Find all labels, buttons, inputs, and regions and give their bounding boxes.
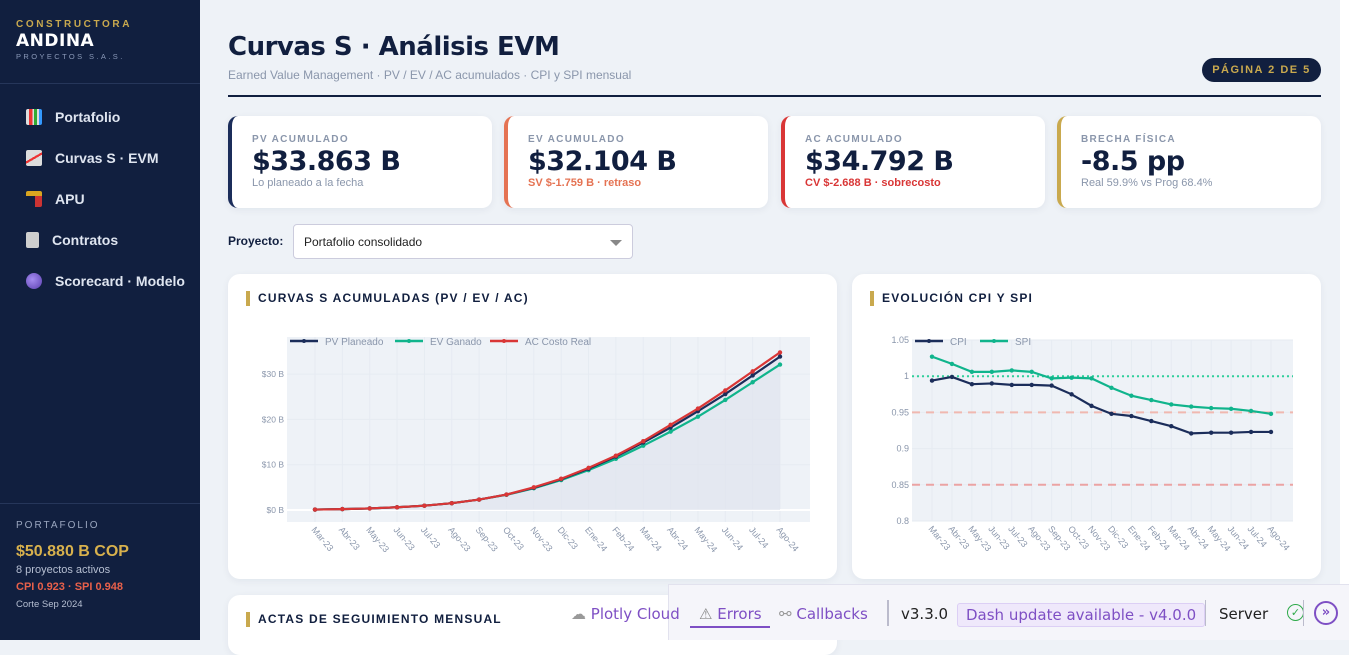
sidebar-item-label: Scorecard · Modelo (55, 272, 185, 289)
portfolio-label: PORTAFOLIO (16, 520, 100, 531)
scurve-title: CURVAS S ACUMULADAS (PV / EV / AC) (246, 291, 529, 306)
brand-sub: PROYECTOS S.A.S. (16, 52, 125, 61)
errors-label: Errors (717, 605, 762, 623)
portfolio-projects: 8 proyectos activos (16, 564, 111, 576)
kpi-value: $32.104 B (528, 146, 677, 177)
project-dropdown[interactable]: Portafolio consolidado (293, 224, 633, 259)
cloud-icon: ☁ (571, 605, 591, 623)
server-ok-icon: ✓ (1287, 604, 1304, 621)
divider (1205, 600, 1206, 626)
callbacks-tab[interactable]: ⚯ Callbacks (779, 605, 868, 623)
brand-name: ANDINA (16, 31, 95, 51)
kpi-card: EV ACUMULADO $32.104 B SV $-1.759 B · retr… (504, 116, 768, 208)
page-subtitle: Earned Value Management · PV / EV / AC a… (228, 68, 632, 82)
sidebar-item-label: Portafolio (55, 108, 121, 125)
kpi-card: BRECHA FÍSICA -8.5 pp Real 59.9% vs Prog 6… (1057, 116, 1321, 208)
kpi-label: AC ACUMULADO (805, 134, 903, 145)
page-badge: PÁGINA 2 DE 5 (1202, 58, 1321, 82)
portfolio-cutoff: Corte Sep 2024 (16, 599, 83, 610)
kpi-label: EV ACUMULADO (528, 134, 625, 145)
warning-icon: ⚠ (699, 605, 718, 623)
bar-chart-icon (26, 108, 42, 125)
update-badge[interactable]: Dash update available - v4.0.0 (957, 603, 1206, 627)
portfolio-value: $50.880 B COP (16, 543, 129, 560)
active-tab-indicator (690, 626, 770, 628)
cpi-spi-title: EVOLUCIÓN CPI Y SPI (870, 291, 1033, 306)
callbacks-label: Callbacks (796, 605, 868, 623)
sidebar-item-portafolio[interactable]: Portafolio (0, 96, 200, 137)
sidebar-item-label: Contratos (52, 231, 119, 248)
sidebar: CONSTRUCTORA ANDINA PROYECTOS S.A.S. Por… (0, 0, 200, 640)
crystal-ball-icon (26, 272, 42, 289)
clipboard-icon (26, 231, 39, 248)
cpi-spi-panel: EVOLUCIÓN CPI Y SPI (852, 274, 1321, 579)
header-divider (228, 95, 1321, 97)
divider (887, 600, 889, 626)
plotly-cloud-label: Plotly Cloud (590, 605, 680, 623)
chart-increasing-icon (26, 149, 42, 166)
sidebar-item-label: Curvas S · EVM (55, 149, 159, 166)
chevron-down-icon[interactable] (610, 240, 622, 246)
kpi-sub: Lo planeado a la fecha (252, 177, 364, 189)
dash-devtools-bar: ☁ Plotly Cloud ⚠ Errors ⚯ Callbacks v3.3… (571, 584, 1349, 640)
brand-top: CONSTRUCTORA (16, 19, 133, 30)
divider (0, 503, 200, 504)
sidebar-item-curvas[interactable]: Curvas S · EVM (0, 137, 200, 178)
kpi-card: AC ACUMULADO $34.792 B CV $-2.688 B · sobr… (781, 116, 1045, 208)
version-label: v3.3.0 (901, 605, 949, 623)
page-title: Curvas S · Análisis EVM (228, 32, 560, 62)
kpi-sub: SV $-1.759 B · retraso (528, 177, 642, 189)
kpi-card: PV ACUMULADO $33.863 B Lo planeado a la fe… (228, 116, 492, 208)
actas-title: ACTAS DE SEGUIMIENTO MENSUAL (246, 612, 502, 627)
kpi-label: BRECHA FÍSICA (1081, 134, 1176, 145)
expand-devtools-icon[interactable]: » (1314, 601, 1338, 625)
callbacks-icon: ⚯ (779, 605, 797, 623)
kpi-value: $33.863 B (252, 146, 401, 177)
errors-tab[interactable]: ⚠ Errors (699, 605, 762, 623)
kpi-label: PV ACUMULADO (252, 134, 349, 145)
kpi-sub: CV $-2.688 B · sobrecosto (805, 177, 941, 189)
divider (1303, 600, 1304, 626)
sidebar-item-label: APU (55, 190, 85, 207)
sidebar-item-contratos[interactable]: Contratos (0, 219, 200, 260)
project-label: Proyecto: (228, 234, 284, 248)
construction-crane-icon (26, 190, 42, 207)
brand-logo: CONSTRUCTORA ANDINA PROYECTOS S.A.S. (0, 0, 200, 61)
kpi-value: $34.792 B (805, 146, 954, 177)
sidebar-item-scorecard[interactable]: Scorecard · Modelo (0, 260, 200, 301)
kpi-value: -8.5 pp (1081, 146, 1185, 177)
plotly-cloud-button[interactable]: ☁ Plotly Cloud (571, 605, 680, 623)
project-selected-value: Portafolio consolidado (304, 235, 423, 249)
portfolio-indices: CPI 0.923 · SPI 0.948 (16, 581, 124, 593)
scurve-panel: CURVAS S ACUMULADAS (PV / EV / AC) (228, 274, 837, 579)
kpi-sub: Real 59.9% vs Prog 68.4% (1081, 177, 1213, 189)
scrollbar[interactable] (1340, 0, 1349, 640)
sidebar-item-apu[interactable]: APU (0, 178, 200, 219)
portfolio-summary: PORTAFOLIO $50.880 B COP 8 proyectos act… (16, 520, 129, 610)
server-label: Server (1219, 605, 1269, 623)
sidebar-nav: Portafolio Curvas S · EVM APU Contratos … (0, 96, 200, 301)
divider (0, 83, 200, 84)
